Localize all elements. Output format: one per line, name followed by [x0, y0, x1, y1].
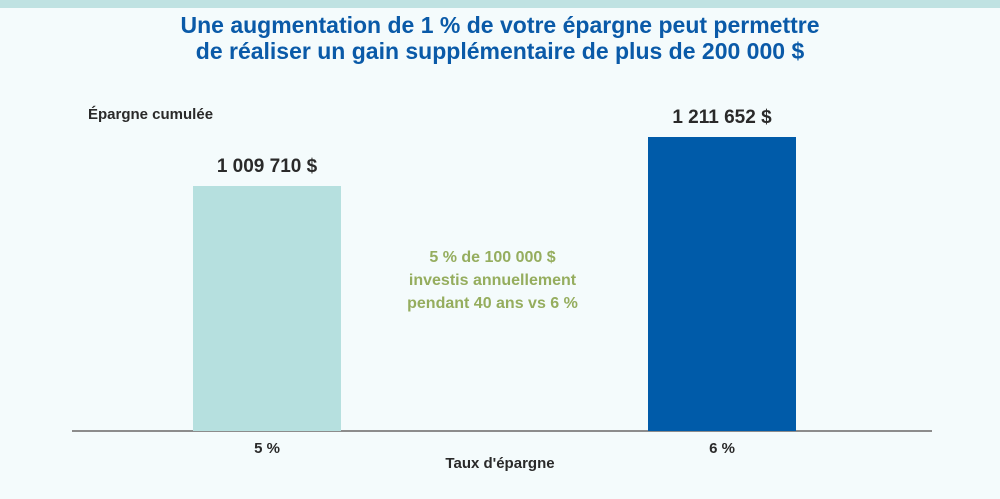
bar-2	[648, 137, 796, 431]
chart-title: Une augmentation de 1 % de votre épargne…	[0, 12, 1000, 64]
y-axis-label: Épargne cumulée	[88, 106, 214, 123]
x-axis-label: Taux d'épargne	[445, 455, 555, 472]
chart-title-line-1: Une augmentation de 1 % de votre épargne…	[180, 12, 820, 38]
x-tick-label-2: 6 %	[709, 440, 735, 457]
chart-annotation: 5 % de 100 000 $ investis annuellement p…	[370, 246, 615, 315]
top-band	[0, 0, 1000, 8]
bar-value-label-2: 1 211 652 $	[672, 107, 772, 128]
annotation-line-1: 5 % de 100 000 $	[429, 249, 556, 266]
x-tick-label-1: 5 %	[254, 440, 280, 457]
annotation-line-3: pendant 40 ans vs 6 %	[407, 295, 578, 312]
bar-1	[193, 186, 341, 431]
bar-value-label-1: 1 009 710 $	[217, 156, 318, 177]
annotation-line-2: investis annuellement	[408, 272, 577, 289]
chart-title-line-2: de réaliser un gain supplémentaire de pl…	[195, 38, 805, 64]
